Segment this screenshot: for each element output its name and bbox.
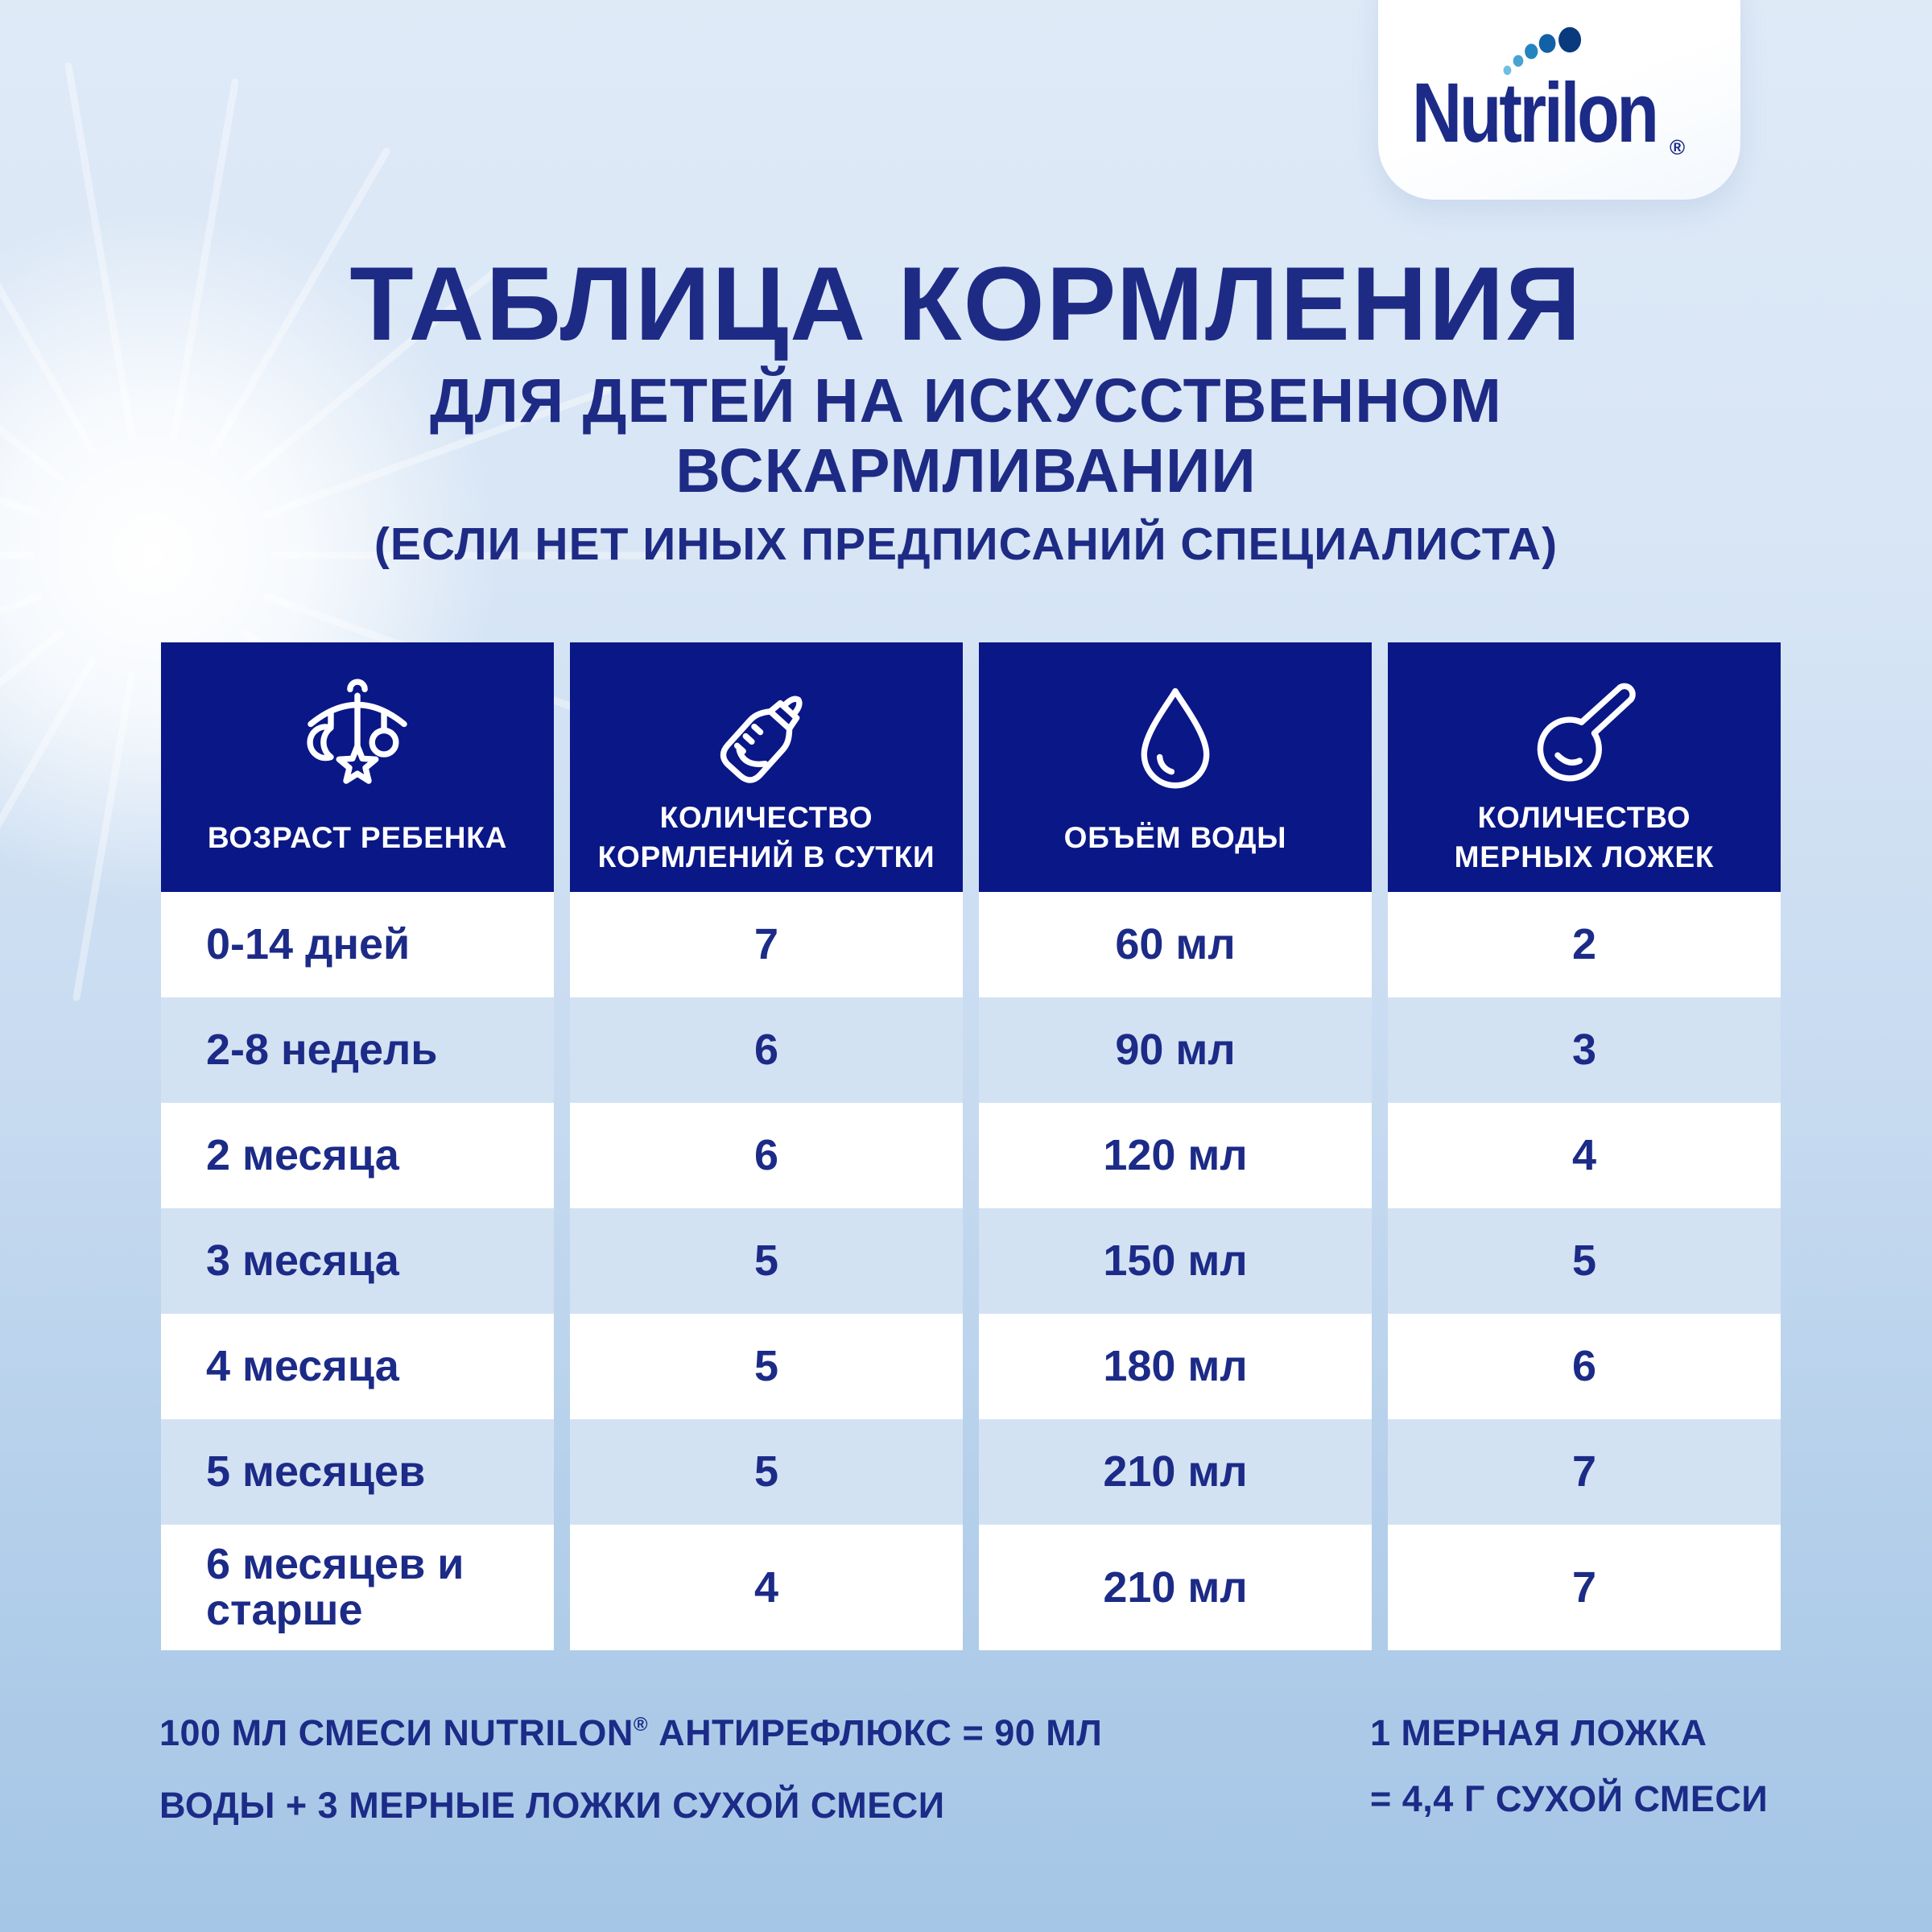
page-subtitle: ДЛЯ ДЕТЕЙ НА ИСКУССТВЕННОМ ВСКАРМЛИВАНИИ <box>0 366 1932 506</box>
age-cell: 2-8 недель <box>161 997 554 1103</box>
scoops-cell: 7 <box>1388 1525 1781 1650</box>
measuring-scoop-icon <box>1537 683 1636 782</box>
age-cell: 4 месяца <box>161 1314 554 1419</box>
table-column-feedings: КОЛИЧЕСТВО КОРМЛЕНИЙ В СУТКИ 7 6 6 5 5 5… <box>570 642 963 1650</box>
footnote-mix-ratio: 100 МЛ СМЕСИ NUTRILON® АНТИРЕФЛЮКС = 90 … <box>159 1700 1102 1839</box>
table-column-water: ОБЪЁМ ВОДЫ 60 мл 90 мл 120 мл 150 мл 180… <box>979 642 1372 1650</box>
scoops-cell: 4 <box>1388 1103 1781 1208</box>
baby-bottle-icon <box>720 696 803 783</box>
column-header-label: КОЛИЧЕСТВО МЕРНЫХ ЛОЖЕК <box>1454 801 1715 873</box>
page-title: ТАБЛИЦА КОРМЛЕНИЯ <box>349 245 1583 362</box>
age-cell: 6 месяцев и старше <box>161 1525 554 1650</box>
table-column-age: ВОЗРАСТ РЕБЕНКА 0-14 дней 2-8 недель 2 м… <box>161 642 554 1650</box>
feedings-cell: 7 <box>570 892 963 997</box>
water-cell: 120 мл <box>979 1103 1372 1208</box>
page-subtitle-line1: ДЛЯ ДЕТЕЙ НА ИСКУССТВЕННОМ <box>430 366 1502 436</box>
feedings-cell: 5 <box>570 1419 963 1525</box>
registered-trademark-symbol: ® <box>633 1714 649 1736</box>
scoops-cell: 2 <box>1388 892 1781 997</box>
baby-mobile-icon <box>307 679 407 784</box>
water-cell: 210 мл <box>979 1419 1372 1525</box>
column-header-label: КОЛИЧЕСТВО КОРМЛЕНИЙ В СУТКИ <box>597 801 935 873</box>
column-header-scoops: КОЛИЧЕСТВО МЕРНЫХ ЛОЖЕК <box>1388 642 1781 892</box>
column-header-water: ОБЪЁМ ВОДЫ <box>979 642 1372 892</box>
column-header-feedings: КОЛИЧЕСТВО КОРМЛЕНИЙ В СУТКИ <box>570 642 963 892</box>
scoops-cell: 3 <box>1388 997 1781 1103</box>
water-cell: 90 мл <box>979 997 1372 1103</box>
water-cell: 60 мл <box>979 892 1372 997</box>
footnote-mix-ratio-line2: ВОДЫ + 3 МЕРНЫЕ ЛОЖКИ СУХОЙ СМЕСИ <box>159 1785 945 1826</box>
feedings-cell: 5 <box>570 1314 963 1419</box>
nutrilon-logo-card: Nutrilon ® <box>1378 0 1740 200</box>
column-header-age: ВОЗРАСТ РЕБЕНКА <box>161 642 554 892</box>
footnote-scoop-weight-line1: 1 МЕРНАЯ ЛОЖКА <box>1370 1712 1707 1753</box>
table-column-scoops: КОЛИЧЕСТВО МЕРНЫХ ЛОЖЕК 2 3 4 5 6 7 7 <box>1388 642 1781 1650</box>
age-cell: 5 месяцев <box>161 1419 554 1525</box>
column-header-label: ВОЗРАСТ РЕБЕНКА <box>207 820 508 854</box>
age-cell: 3 месяца <box>161 1208 554 1314</box>
scoops-cell: 5 <box>1388 1208 1781 1314</box>
footnote-scoop-weight: 1 МЕРНАЯ ЛОЖКА = 4,4 Г СУХОЙ СМЕСИ <box>1370 1700 1768 1832</box>
footnote-mix-ratio-line1: 100 МЛ СМЕСИ NUTRILON® АНТИРЕФЛЮКС = 90 … <box>159 1712 1103 1753</box>
water-drop-icon <box>1141 687 1210 789</box>
column-header-label: ОБЪЁМ ВОДЫ <box>1063 820 1287 854</box>
age-cell: 2 месяца <box>161 1103 554 1208</box>
feedings-cell: 5 <box>570 1208 963 1314</box>
water-cell: 210 мл <box>979 1525 1372 1650</box>
scoops-cell: 6 <box>1388 1314 1781 1419</box>
nutrilon-dots-icon <box>1503 27 1582 76</box>
nutrilon-wordmark: Nutrilon <box>1412 66 1659 160</box>
feeding-table: ВОЗРАСТ РЕБЕНКА 0-14 дней 2-8 недель 2 м… <box>161 642 1781 1650</box>
water-cell: 180 мл <box>979 1314 1372 1419</box>
page-subtitle-line2: ВСКАРМЛИВАНИИ <box>675 436 1257 506</box>
registered-trademark-symbol: ® <box>1670 135 1686 159</box>
age-cell: 0-14 дней <box>161 892 554 997</box>
feedings-cell: 4 <box>570 1525 963 1650</box>
page-note: (ЕСЛИ НЕТ ИНЫХ ПРЕДПИСАНИЙ СПЕЦИАЛИСТА) <box>374 518 1558 570</box>
feedings-cell: 6 <box>570 1103 963 1208</box>
scoops-cell: 7 <box>1388 1419 1781 1525</box>
footnote-scoop-weight-line2: = 4,4 Г СУХОЙ СМЕСИ <box>1370 1778 1769 1819</box>
water-cell: 150 мл <box>979 1208 1372 1314</box>
feedings-cell: 6 <box>570 997 963 1103</box>
